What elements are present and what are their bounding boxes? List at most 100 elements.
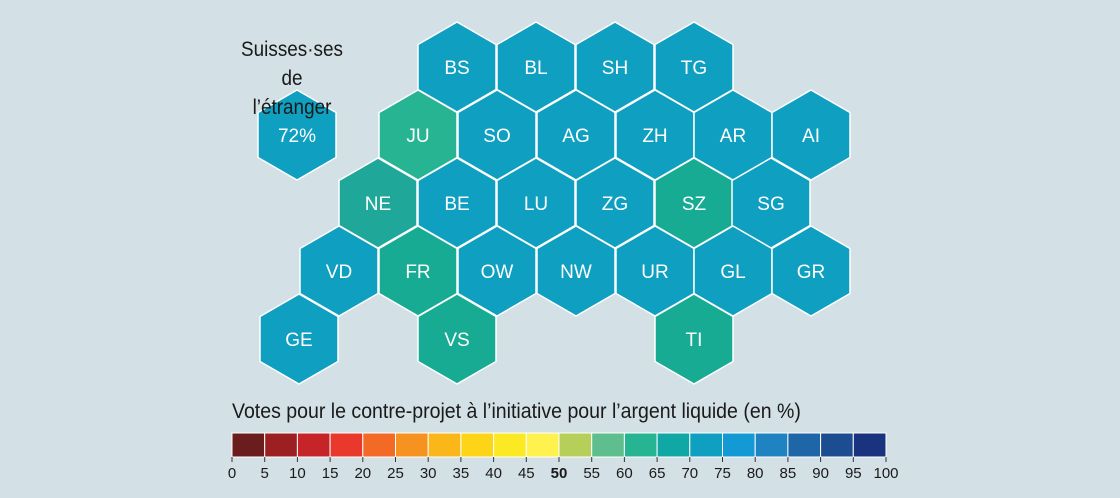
legend-tick-label: 60 (616, 465, 633, 482)
canton-label: LU (524, 194, 548, 215)
canton-hex-shape (299, 225, 379, 317)
canton-label: GL (720, 262, 745, 283)
canton-hex-fr: FR (378, 225, 458, 317)
legend-swatch (754, 432, 789, 458)
legend-tick-label: 25 (387, 465, 404, 482)
legend-tick-label: 30 (420, 465, 437, 482)
canton-hex-so: SO (457, 89, 537, 181)
canton-hex-nw: NW (536, 225, 616, 317)
canton-hex-shape (417, 293, 497, 385)
legend-swatch (722, 432, 756, 458)
canton-hex-gr: GR (771, 225, 851, 317)
legend-tick-label: 15 (322, 465, 339, 482)
legend-swatch (264, 432, 298, 458)
canton-label: BE (444, 194, 469, 215)
legend-swatch (395, 432, 429, 458)
canton-hex-vd: VD (299, 225, 379, 317)
legend-title: Votes pour le contre-projet à l’initiati… (232, 400, 801, 423)
canton-label: BS (444, 58, 469, 79)
canton-hex-shape (654, 293, 734, 385)
canton-hex-ag: AG (536, 89, 616, 181)
legend-tick-label: 85 (780, 465, 797, 482)
legend-swatch (656, 432, 691, 458)
legend-tick-label: 50 (551, 465, 568, 482)
legend-tick-label: 90 (812, 465, 829, 482)
legend-tick-label: 80 (747, 465, 764, 482)
legend-tick-label: 0 (228, 465, 236, 482)
abroad-value-label: 72% (278, 126, 316, 147)
legend-tick-label: 95 (845, 465, 862, 482)
canton-label: ZG (602, 194, 628, 215)
canton-label: AG (562, 126, 589, 147)
canton-label: ZH (642, 126, 667, 147)
legend-tick-label: 40 (485, 465, 502, 482)
legend-tick-label: 100 (873, 465, 898, 482)
color-scale-legend: 0 5 10 15 20 25 30 35 40 45 50 55 60 65 70 75 80 85 90 95 10… (228, 432, 899, 482)
canton-label: AI (802, 126, 820, 147)
canton-hex-sg: SG (731, 157, 811, 249)
legend-swatch (558, 432, 593, 458)
canton-hex-ne: NE (338, 157, 418, 249)
legend-swatch (820, 432, 854, 458)
legend-swatch (787, 432, 822, 458)
canton-hex-ai: AI (771, 89, 851, 181)
legend-tick-label: 75 (714, 465, 731, 482)
legend-swatch (296, 432, 331, 458)
abroad-hex: 72% (257, 89, 337, 181)
canton-label: SH (602, 58, 628, 79)
legend-tick-label: 70 (681, 465, 698, 482)
abroad-hex-shape (257, 89, 337, 181)
legend-swatch (591, 432, 625, 458)
canton-hex-ju: JU (378, 89, 458, 181)
canton-hex-zg: ZG (575, 157, 655, 249)
legend-tick-label: 45 (518, 465, 535, 482)
legend-tick-label: 10 (289, 465, 306, 482)
legend-swatch (623, 432, 658, 458)
canton-hex-shape (457, 225, 537, 317)
legend-tick-label: 5 (261, 465, 269, 482)
canton-hex-ge: GE (259, 293, 339, 385)
abroad-title-line2: l’étranger (252, 96, 332, 119)
abroad-title-line1: Suisses·ses de (241, 38, 343, 90)
legend-swatch (525, 432, 560, 458)
canton-label: SO (483, 126, 510, 147)
legend-swatch (362, 432, 397, 458)
canton-label: TI (686, 330, 703, 351)
canton-label: TG (681, 58, 707, 79)
canton-hex-gl: GL (693, 225, 773, 317)
canton-hex-sh: SH (575, 21, 655, 113)
canton-hex-shape (259, 293, 339, 385)
legend-tick-label: 35 (453, 465, 470, 482)
legend-tick-label: 55 (583, 465, 600, 482)
legend-swatch (689, 432, 723, 458)
canton-hex-tg: TG (654, 21, 734, 113)
canton-hex-shape (536, 225, 616, 317)
canton-label: AR (720, 126, 746, 147)
abroad-title: Suisses·ses de l’étranger (229, 35, 355, 122)
canton-label: SG (757, 194, 784, 215)
canton-label: OW (481, 262, 514, 283)
canton-label: VD (326, 262, 352, 283)
legend-swatch (852, 432, 887, 458)
canton-label: UR (641, 262, 668, 283)
legend-tick-label: 20 (354, 465, 371, 482)
canton-hex-vs: VS (417, 293, 497, 385)
canton-label: NW (560, 262, 592, 283)
canton-hex-be: BE (417, 157, 497, 249)
legend-swatch (329, 432, 364, 458)
legend-swatch (231, 432, 266, 458)
canton-label: GR (797, 262, 826, 283)
canton-hex-shape (771, 225, 851, 317)
canton-label: JU (406, 126, 429, 147)
canton-label: NE (365, 194, 391, 215)
canton-hex-ti: TI (654, 293, 734, 385)
legend-swatch (493, 432, 527, 458)
legend-tick-label: 65 (649, 465, 666, 482)
canton-hex-ow: OW (457, 225, 537, 317)
canton-label: FR (405, 262, 430, 283)
canton-label: VS (444, 330, 469, 351)
canton-hex-sz: SZ (654, 157, 734, 249)
legend-swatch (427, 432, 462, 458)
legend-swatch (460, 432, 495, 458)
